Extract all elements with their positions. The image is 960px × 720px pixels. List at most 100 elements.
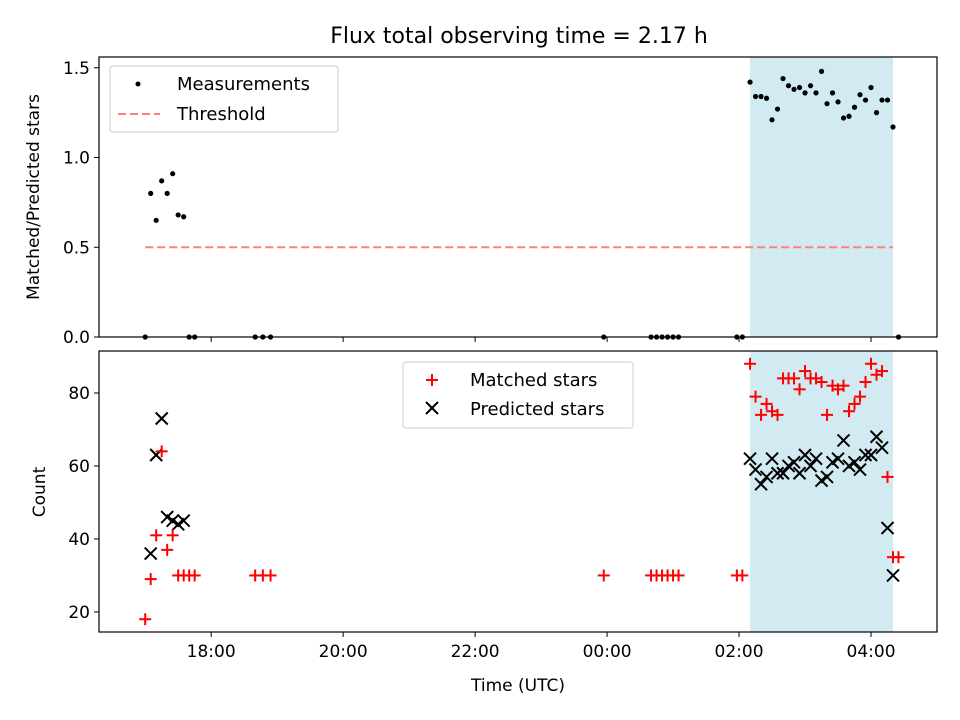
matched-star-point bbox=[793, 383, 806, 396]
predicted-star-point bbox=[864, 448, 878, 462]
legend-matched-label: Matched stars bbox=[470, 370, 597, 391]
y-tick-label: 1.5 bbox=[63, 59, 90, 79]
matched-star-point bbox=[155, 445, 168, 458]
bottom-axes-frame bbox=[98, 350, 938, 633]
matched-star-point bbox=[815, 376, 828, 389]
legend-threshold-label: Threshold bbox=[176, 104, 266, 125]
matched-star-point bbox=[597, 569, 610, 582]
matched-star-point bbox=[672, 569, 685, 582]
y-tick-label: 80 bbox=[68, 384, 90, 404]
x-tick-label: 04:00 bbox=[847, 642, 896, 662]
matched-star-point bbox=[771, 408, 784, 421]
measurement-point bbox=[159, 178, 165, 184]
predicted-star-point bbox=[770, 466, 785, 480]
top-axes-frame bbox=[98, 56, 938, 338]
legend-matched-marker bbox=[426, 374, 438, 386]
measurements-series bbox=[142, 68, 902, 340]
measurement-point bbox=[747, 79, 753, 85]
predicted-star-point bbox=[143, 546, 158, 561]
measurement-point bbox=[868, 84, 874, 91]
measurement-point bbox=[824, 101, 830, 107]
predicted-star-point bbox=[886, 568, 900, 583]
matched-star-point bbox=[799, 365, 812, 378]
measurement-point bbox=[802, 90, 808, 96]
matched-star-point bbox=[859, 376, 872, 389]
chart-title: Flux total observing time = 2.17 h bbox=[330, 24, 708, 49]
matched-star-point bbox=[736, 569, 749, 582]
x-tick-label: 18:00 bbox=[187, 642, 236, 662]
top-x-ticks bbox=[210, 337, 872, 342]
bottom-legend: Matched stars Predicted stars bbox=[402, 361, 634, 429]
measurement-point bbox=[763, 95, 770, 101]
matched-star-point bbox=[264, 569, 277, 582]
top-y-axis-label: Matched/Predicted stars bbox=[24, 94, 44, 300]
matched-star-point bbox=[749, 390, 762, 403]
x-tick-label: 02:00 bbox=[715, 642, 764, 662]
predicted-star-point bbox=[836, 433, 851, 448]
top-panel: 0.0 0.5 1.0 1.5 Matched/Predicted stars Mea… bbox=[24, 56, 938, 348]
bottom-y-axis-label: Count bbox=[30, 466, 50, 517]
top-y-ticks: 0.0 0.5 1.0 1.5 bbox=[63, 59, 99, 348]
measurement-point bbox=[769, 117, 775, 123]
matched-star-point bbox=[161, 543, 174, 556]
measurement-point bbox=[879, 97, 885, 103]
predicted-star-point bbox=[880, 521, 895, 535]
predicted-star-point bbox=[809, 451, 823, 466]
y-tick-label: 0.0 bbox=[63, 328, 90, 348]
legend-predicted-marker bbox=[425, 401, 439, 415]
matched-star-point bbox=[843, 405, 856, 418]
x-axis-label: Time (UTC) bbox=[470, 676, 565, 696]
measurement-point bbox=[835, 99, 841, 105]
predicted-star-point bbox=[792, 466, 807, 480]
predicted-star-point bbox=[831, 451, 845, 466]
matched-star-point bbox=[150, 529, 163, 542]
matched-star-point bbox=[848, 397, 861, 410]
measurement-point bbox=[791, 86, 797, 92]
measurement-point bbox=[818, 68, 825, 74]
predicted-stars-series bbox=[143, 411, 900, 583]
measurement-point bbox=[774, 106, 781, 112]
predicted-star-point bbox=[748, 462, 763, 477]
predicted-star-point bbox=[754, 477, 768, 491]
y-tick-label: 60 bbox=[68, 457, 90, 477]
measurement-point bbox=[813, 90, 819, 96]
predicted-star-point bbox=[798, 448, 812, 462]
measurement-point bbox=[175, 212, 181, 218]
measurement-point bbox=[890, 124, 896, 130]
measurement-point bbox=[148, 190, 154, 197]
measurement-point bbox=[846, 113, 852, 119]
measurement-point bbox=[796, 84, 803, 91]
predicted-star-point bbox=[853, 462, 867, 477]
top-legend: Measurements Threshold bbox=[109, 65, 339, 133]
top-shaded-span bbox=[750, 57, 894, 337]
matched-star-point bbox=[881, 470, 894, 483]
y-tick-label: 40 bbox=[68, 530, 90, 550]
measurement-point bbox=[752, 93, 759, 100]
predicted-star-point bbox=[787, 455, 801, 470]
measurement-point bbox=[785, 83, 792, 89]
predicted-star-point bbox=[776, 466, 790, 480]
measurement-point bbox=[862, 97, 869, 103]
measurement-point bbox=[780, 75, 786, 82]
matched-star-point bbox=[892, 551, 905, 564]
predicted-star-point bbox=[176, 513, 191, 528]
predicted-star-point bbox=[803, 459, 818, 473]
measurement-point bbox=[153, 217, 159, 223]
x-tick-label: 22:00 bbox=[451, 642, 500, 662]
y-tick-label: 0.5 bbox=[63, 238, 90, 258]
measurement-point bbox=[840, 115, 847, 121]
bottom-y-ticks: 20 40 60 80 bbox=[68, 384, 99, 623]
predicted-star-point bbox=[875, 441, 889, 455]
measurement-point bbox=[164, 190, 170, 197]
predicted-star-point bbox=[743, 451, 757, 466]
matched-star-point bbox=[755, 408, 768, 421]
legend-measurements-marker bbox=[135, 81, 141, 87]
legend-measurements-label: Measurements bbox=[177, 74, 310, 95]
measurement-point bbox=[851, 104, 858, 110]
measurement-point bbox=[829, 90, 836, 96]
bottom-x-ticks: 18:00 20:00 22:00 00:00 02:00 04:00 bbox=[187, 632, 896, 662]
matched-star-point bbox=[188, 569, 201, 582]
matched-star-point bbox=[837, 379, 850, 392]
